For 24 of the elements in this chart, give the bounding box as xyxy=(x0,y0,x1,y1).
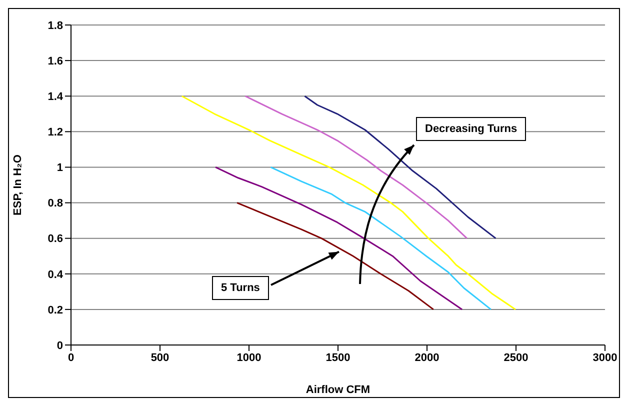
x-tick-label: 3000 xyxy=(592,352,618,364)
line-series xyxy=(214,166,463,310)
line-series xyxy=(181,95,516,310)
y-tick-label: 1.4 xyxy=(48,91,64,104)
line-series xyxy=(270,166,492,310)
y-tick-label: 0.8 xyxy=(48,198,63,210)
y-tick-label: 1.2 xyxy=(48,126,63,139)
y-tick-label: 0.4 xyxy=(48,268,64,281)
y-tick-label: 1.6 xyxy=(48,55,63,68)
x-tick-label: 2500 xyxy=(504,352,528,364)
x-tick-label: 0 xyxy=(68,352,74,364)
x-tick-label: 1000 xyxy=(236,352,262,364)
y-tick-label: 1 xyxy=(56,162,63,174)
y-axis-title: ESP, In H₂O xyxy=(12,154,24,216)
y-tick-label: 0 xyxy=(56,340,63,352)
annotation: 5 Turns xyxy=(212,276,269,300)
x-tick-label: 2000 xyxy=(414,352,440,364)
y-tick-label: 1.8 xyxy=(48,20,63,32)
x-axis-title: Airflow CFM xyxy=(306,384,370,396)
y-tick-label: 0.6 xyxy=(48,233,63,246)
x-tick-label: 500 xyxy=(150,352,170,364)
x-tick-label: 1500 xyxy=(326,352,350,364)
annotation: Decreasing Turns xyxy=(416,117,526,141)
y-tick-label: 0.2 xyxy=(48,304,63,316)
